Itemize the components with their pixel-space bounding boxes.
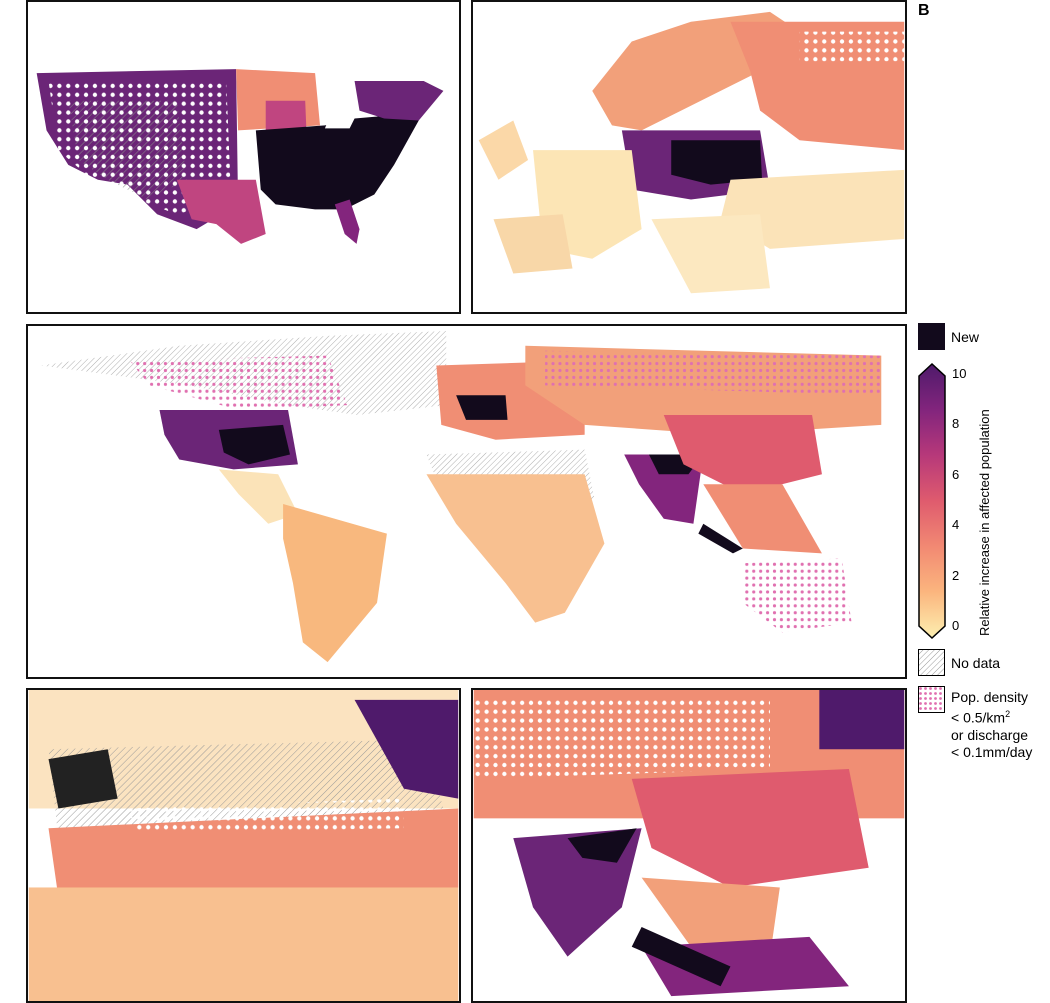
central-asia-dots	[473, 699, 770, 779]
pop-density-line4: < 0.1mm/day	[951, 743, 1033, 760]
china-east	[631, 768, 869, 888]
central-new	[671, 140, 763, 185]
europe-new	[456, 395, 508, 420]
balkans	[651, 214, 770, 294]
colorbar-title: Relative increase in affected population	[977, 409, 992, 636]
legend-new-label: New	[951, 329, 980, 345]
panel-c-africa-map: C	[26, 688, 461, 1003]
usa-map	[36, 69, 444, 244]
southeast-asia	[641, 877, 780, 957]
ukraine-region	[720, 169, 905, 249]
colorbar-tick-4: 4	[952, 517, 960, 532]
world-map	[40, 330, 882, 663]
panel-a-united-states-map: A	[26, 0, 461, 314]
iberia	[493, 214, 573, 274]
europe-map	[478, 11, 905, 294]
usa-east-new	[255, 108, 419, 210]
panel-letter-b-outer: B	[918, 2, 930, 19]
northeast-china	[819, 690, 905, 750]
australia	[742, 558, 852, 633]
colorbar-tick-6: 6	[952, 467, 960, 482]
pop-density-line1: Pop. density	[951, 689, 1029, 705]
colorbar-tick-2: 2	[952, 568, 960, 583]
colorbar-tick-0: 0	[952, 618, 960, 633]
india-new	[567, 828, 637, 863]
usa-texas-region	[176, 179, 266, 244]
colorbar-tick-10: 10	[952, 366, 967, 381]
usa-east-new	[218, 424, 291, 465]
china	[663, 414, 822, 495]
legend-no-data-swatch	[918, 649, 945, 676]
south-america	[283, 503, 387, 663]
russia-dots	[545, 350, 882, 396]
panel-d-asia-map: D	[471, 688, 907, 1003]
pop-density-line2: < 0.5/km2	[951, 709, 1011, 726]
legend-pop-density-label: Pop. density < 0.5/km2 or discharge < 0.…	[951, 689, 1032, 761]
indonesia-new	[698, 523, 743, 554]
pop-density-line3: or discharge	[951, 726, 1029, 743]
africa	[426, 474, 605, 623]
sahara-black	[48, 749, 118, 809]
central-america	[218, 469, 298, 524]
uk-ireland	[478, 120, 529, 180]
canada-dots	[129, 355, 348, 411]
legend-pop-density-swatch	[918, 686, 945, 713]
colorbar	[918, 362, 946, 640]
egypt-new	[354, 699, 459, 799]
southeast-asia	[703, 484, 822, 554]
global-map-panel	[26, 324, 907, 679]
colorbar-tick-8: 8	[952, 416, 960, 431]
sahel-dots	[127, 798, 404, 834]
central-africa	[28, 887, 459, 1001]
russia-dots	[799, 31, 905, 62]
usa-florida	[334, 199, 360, 244]
usa-great-lakes-gap	[324, 115, 355, 129]
usa-northeast-region	[354, 80, 444, 121]
legend-new-swatch	[918, 323, 945, 350]
panel-b-europe-map	[471, 0, 907, 314]
asia-map	[473, 690, 905, 997]
legend-no-data-label: No data	[951, 655, 1001, 671]
africa-map	[28, 690, 459, 1001]
indonesia-new	[631, 926, 731, 987]
